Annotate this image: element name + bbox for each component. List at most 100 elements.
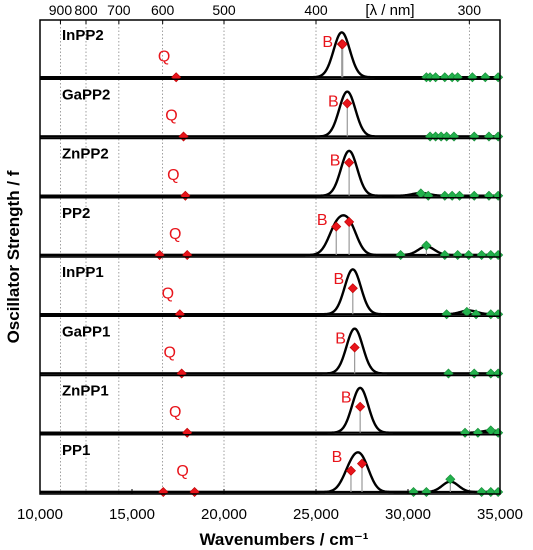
- x-tick-label: 10,000: [17, 506, 63, 523]
- high-energy-band-marker: [430, 72, 441, 83]
- q-band-marker: [178, 131, 189, 142]
- spectrum-curve: [40, 31, 500, 79]
- high-energy-band-marker: [452, 249, 463, 261]
- b-band-marker: [344, 157, 355, 168]
- spectrum-curve: [40, 451, 500, 494]
- high-energy-band-marker: [493, 249, 504, 261]
- top-tick-label: 700: [107, 2, 131, 18]
- q-label: Q: [158, 48, 170, 65]
- panel-label: ZnPP2: [62, 146, 109, 163]
- b-band-marker: [349, 342, 360, 353]
- high-energy-band-marker: [493, 190, 504, 201]
- q-band-marker: [189, 486, 200, 498]
- q-label: Q: [165, 108, 177, 125]
- q-label: Q: [169, 404, 181, 421]
- top-tick-label: 800: [74, 2, 98, 18]
- b-band-marker: [331, 221, 342, 232]
- high-energy-band-marker: [439, 249, 450, 261]
- high-energy-band-marker: [483, 190, 494, 201]
- q-band-marker: [182, 249, 193, 261]
- top-axis-label: [λ / nm]: [365, 2, 414, 19]
- top-tick-label: 400: [304, 2, 328, 18]
- q-band-marker: [171, 72, 182, 83]
- b-label: B: [332, 449, 343, 466]
- top-tick-label: 300: [458, 2, 482, 18]
- high-energy-band-marker: [493, 486, 504, 498]
- q-label: Q: [162, 285, 174, 302]
- q-label: Q: [167, 167, 179, 184]
- high-energy-band-marker: [493, 72, 504, 83]
- y-axis-label: Oscillator Strength / f: [4, 170, 23, 343]
- q-band-marker: [174, 309, 185, 320]
- panel-label: GaPP2: [62, 86, 110, 103]
- panel-label: InPP2: [62, 27, 104, 44]
- high-energy-band-marker: [493, 309, 504, 320]
- high-energy-band-marker: [421, 240, 432, 251]
- x-tick-label: 15,000: [109, 506, 155, 523]
- axes: 900 800 700 600 500 400 300 10,000 15,000 20,000 2…: [17, 2, 523, 523]
- panel-label: PP1: [62, 442, 90, 459]
- high-energy-band-marker: [476, 486, 487, 498]
- spectrum-curve: [40, 149, 500, 197]
- high-energy-band-marker: [480, 72, 491, 83]
- b-band-marker: [344, 216, 355, 227]
- high-energy-band-marker: [483, 131, 494, 142]
- q-band-marker: [158, 486, 169, 498]
- b-label: B: [328, 93, 339, 110]
- high-energy-band-marker: [469, 368, 480, 379]
- b-band-marker: [345, 465, 356, 476]
- b-label: B: [330, 153, 341, 170]
- top-tick-label: 600: [151, 2, 175, 18]
- high-energy-band-marker: [443, 368, 454, 379]
- spectrum-curve: [40, 386, 501, 434]
- panel-label: PP2: [62, 205, 90, 222]
- b-label: B: [335, 330, 346, 347]
- b-label: B: [341, 390, 352, 407]
- panel-label: ZnPP1: [62, 383, 109, 400]
- high-energy-band-marker: [476, 249, 487, 261]
- high-energy-band-marker: [493, 131, 504, 142]
- x-tick-label: 35,000: [477, 506, 523, 523]
- x-tick-label: 30,000: [385, 506, 431, 523]
- q-band-marker: [182, 427, 193, 438]
- high-energy-band-marker: [445, 474, 456, 485]
- x-axis-label: Wavenumbers / cm⁻¹: [200, 530, 369, 549]
- high-energy-band-marker: [408, 486, 419, 498]
- high-energy-band-marker: [447, 190, 458, 201]
- spectrum-curve: [40, 327, 500, 375]
- b-label: B: [317, 212, 328, 229]
- b-label: B: [333, 271, 344, 288]
- q-band-marker: [176, 368, 187, 379]
- x-tick-label: 20,000: [201, 506, 247, 523]
- high-energy-band-marker: [467, 72, 478, 83]
- high-energy-band-marker: [421, 486, 432, 498]
- q-label: Q: [176, 463, 188, 480]
- high-energy-band-marker: [454, 190, 465, 201]
- high-energy-band-marker: [395, 249, 406, 261]
- panel-label: InPP1: [62, 264, 104, 281]
- q-band-marker: [180, 190, 191, 201]
- b-band-marker: [355, 401, 366, 412]
- high-energy-band-marker: [472, 427, 483, 438]
- high-energy-band-marker: [439, 72, 450, 83]
- spectrum-curve: [40, 268, 500, 316]
- high-energy-band-marker: [460, 427, 471, 438]
- panel-label: GaPP1: [62, 323, 110, 340]
- high-energy-band-marker: [469, 131, 480, 142]
- top-tick-label: 900: [49, 2, 73, 18]
- b-label: B: [322, 34, 333, 51]
- q-label: Q: [163, 345, 175, 362]
- b-band-marker: [342, 98, 353, 109]
- panels: InPP2 Q B GaPP2 Q B ZnPP2 Q B PP2 Q B InPP1 Q B GaPP1 Q B…: [40, 27, 504, 498]
- plot-frame: [39, 19, 501, 495]
- b-band-marker: [347, 283, 358, 294]
- high-energy-band-marker: [469, 190, 480, 201]
- spectrum-curve: [40, 90, 500, 138]
- high-energy-band-marker: [493, 368, 504, 379]
- spectrum-curve: [40, 214, 500, 257]
- b-band-marker: [337, 39, 348, 50]
- q-label: Q: [169, 226, 181, 243]
- high-energy-band-marker: [452, 72, 463, 83]
- high-energy-band-marker: [441, 309, 452, 320]
